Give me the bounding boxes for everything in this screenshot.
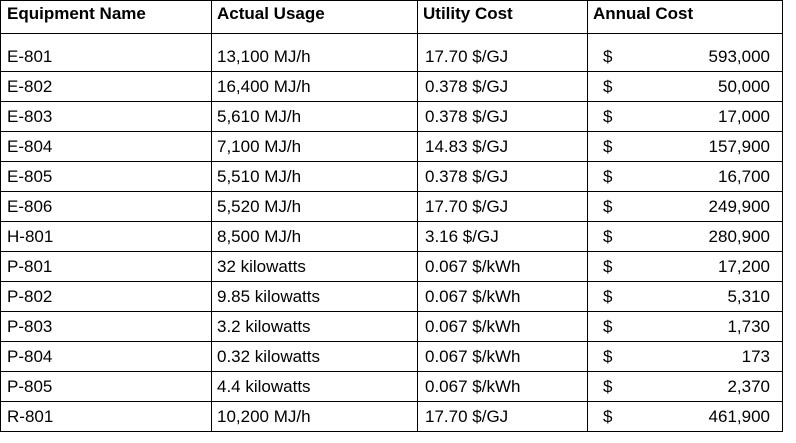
spacer-row xyxy=(0,33,783,42)
annual-cost-value: 157,900 xyxy=(708,136,770,156)
currency-symbol: $ xyxy=(603,406,613,426)
annual-cost-value: 1,730 xyxy=(727,316,770,336)
equipment-name-cell: P-802 xyxy=(0,281,212,312)
annual-cost-value: 17,000 xyxy=(718,106,770,126)
actual-usage-cell: 10,200 MJ/h xyxy=(211,401,418,432)
actual-usage-cell: 5,520 MJ/h xyxy=(211,191,418,222)
utility-cost-cell: 17.70 $/GJ xyxy=(417,191,588,222)
equipment-name-cell: H-801 xyxy=(0,221,212,252)
currency-symbol: $ xyxy=(603,136,613,156)
currency-symbol: $ xyxy=(603,196,613,216)
utility-cost-table: Equipment Name Actual Usage Utility Cost… xyxy=(0,0,783,432)
annual-cost-cell: $ 50,000 xyxy=(587,71,783,102)
annual-cost-value: 17,200 xyxy=(718,256,770,276)
annual-cost-value: 16,700 xyxy=(718,166,770,186)
actual-usage-cell: 3.2 kilowatts xyxy=(211,311,418,342)
currency-symbol: $ xyxy=(603,106,613,126)
annual-cost-cell: $ 2,370 xyxy=(587,371,783,402)
currency-symbol: $ xyxy=(603,226,613,246)
header-equipment-name: Equipment Name xyxy=(0,0,212,34)
annual-cost-cell: $ 1,730 xyxy=(587,311,783,342)
header-utility-cost: Utility Cost xyxy=(417,0,588,34)
actual-usage-cell: 9.85 kilowatts xyxy=(211,281,418,312)
annual-cost-cell: $ 593,000 xyxy=(587,42,783,72)
annual-cost-cell: $ 16,700 xyxy=(587,161,783,192)
annual-cost-value: 2,370 xyxy=(727,376,770,396)
utility-cost-cell: 0.067 $/kWh xyxy=(417,371,588,402)
utility-cost-cell: 0.067 $/kWh xyxy=(417,311,588,342)
currency-symbol: $ xyxy=(603,76,613,96)
header-annual-cost: Annual Cost xyxy=(587,0,783,34)
table-row: E-801 13,100 MJ/h 17.70 $/GJ $ 593,000 xyxy=(0,42,783,72)
currency-symbol: $ xyxy=(603,166,613,186)
table-row: P-804 0.32 kilowatts 0.067 $/kWh $ 173 xyxy=(0,341,783,372)
currency-symbol: $ xyxy=(603,46,613,66)
annual-cost-cell: $ 280,900 xyxy=(587,221,783,252)
utility-cost-cell: 17.70 $/GJ xyxy=(417,401,588,432)
annual-cost-cell: $ 17,000 xyxy=(587,101,783,132)
actual-usage-cell: 0.32 kilowatts xyxy=(211,341,418,372)
header-row: Equipment Name Actual Usage Utility Cost… xyxy=(0,0,783,34)
utility-cost-cell: 0.378 $/GJ xyxy=(417,101,588,132)
annual-cost-value: 50,000 xyxy=(718,76,770,96)
annual-cost-cell: $ 17,200 xyxy=(587,251,783,282)
equipment-name-cell: P-804 xyxy=(0,341,212,372)
equipment-name-cell: E-801 xyxy=(0,42,212,72)
annual-cost-value: 280,900 xyxy=(708,226,770,246)
actual-usage-cell: 5,610 MJ/h xyxy=(211,101,418,132)
annual-cost-value: 5,310 xyxy=(727,286,770,306)
equipment-name-cell: E-805 xyxy=(0,161,212,192)
table-row: E-802 16,400 MJ/h 0.378 $/GJ $ 50,000 xyxy=(0,71,783,102)
utility-cost-cell: 0.378 $/GJ xyxy=(417,161,588,192)
utility-cost-cell: 0.067 $/kWh xyxy=(417,281,588,312)
annual-cost-cell: $ 5,310 xyxy=(587,281,783,312)
table-row: E-805 5,510 MJ/h 0.378 $/GJ $ 16,700 xyxy=(0,161,783,192)
currency-symbol: $ xyxy=(603,346,613,366)
utility-cost-cell: 0.378 $/GJ xyxy=(417,71,588,102)
actual-usage-cell: 7,100 MJ/h xyxy=(211,131,418,162)
equipment-name-cell: E-806 xyxy=(0,191,212,222)
actual-usage-cell: 4.4 kilowatts xyxy=(211,371,418,402)
annual-cost-cell: $ 157,900 xyxy=(587,131,783,162)
annual-cost-value: 461,900 xyxy=(708,406,770,426)
annual-cost-cell: $ 249,900 xyxy=(587,191,783,222)
currency-symbol: $ xyxy=(603,286,613,306)
currency-symbol: $ xyxy=(603,376,613,396)
actual-usage-cell: 32 kilowatts xyxy=(211,251,418,282)
annual-cost-cell: $ 173 xyxy=(587,341,783,372)
table-row: H-801 8,500 MJ/h 3.16 $/GJ $ 280,900 xyxy=(0,221,783,252)
annual-cost-cell: $ 461,900 xyxy=(587,401,783,432)
equipment-name-cell: E-802 xyxy=(0,71,212,102)
actual-usage-cell: 13,100 MJ/h xyxy=(211,42,418,72)
utility-cost-cell: 0.067 $/kWh xyxy=(417,251,588,282)
table-row: R-801 10,200 MJ/h 17.70 $/GJ $ 461,900 xyxy=(0,401,783,432)
equipment-name-cell: P-801 xyxy=(0,251,212,282)
equipment-name-cell: E-804 xyxy=(0,131,212,162)
actual-usage-cell: 16,400 MJ/h xyxy=(211,71,418,102)
table-row: P-805 4.4 kilowatts 0.067 $/kWh $ 2,370 xyxy=(0,371,783,402)
table-row: P-803 3.2 kilowatts 0.067 $/kWh $ 1,730 xyxy=(0,311,783,342)
annual-cost-value: 173 xyxy=(741,346,770,366)
header-actual-usage: Actual Usage xyxy=(211,0,418,34)
equipment-name-cell: E-803 xyxy=(0,101,212,132)
actual-usage-cell: 8,500 MJ/h xyxy=(211,221,418,252)
currency-symbol: $ xyxy=(603,256,613,276)
table-row: P-801 32 kilowatts 0.067 $/kWh $ 17,200 xyxy=(0,251,783,282)
annual-cost-value: 593,000 xyxy=(708,46,770,66)
table-row: E-806 5,520 MJ/h 17.70 $/GJ $ 249,900 xyxy=(0,191,783,222)
equipment-name-cell: P-805 xyxy=(0,371,212,402)
utility-cost-cell: 14.83 $/GJ xyxy=(417,131,588,162)
actual-usage-cell: 5,510 MJ/h xyxy=(211,161,418,192)
table-row: E-804 7,100 MJ/h 14.83 $/GJ $ 157,900 xyxy=(0,131,783,162)
equipment-name-cell: R-801 xyxy=(0,401,212,432)
currency-symbol: $ xyxy=(603,316,613,336)
utility-cost-cell: 0.067 $/kWh xyxy=(417,341,588,372)
utility-cost-cell: 17.70 $/GJ xyxy=(417,42,588,72)
annual-cost-value: 249,900 xyxy=(708,196,770,216)
equipment-name-cell: P-803 xyxy=(0,311,212,342)
table-row: P-802 9.85 kilowatts 0.067 $/kWh $ 5,310 xyxy=(0,281,783,312)
table-row: E-803 5,610 MJ/h 0.378 $/GJ $ 17,000 xyxy=(0,101,783,132)
utility-cost-cell: 3.16 $/GJ xyxy=(417,221,588,252)
